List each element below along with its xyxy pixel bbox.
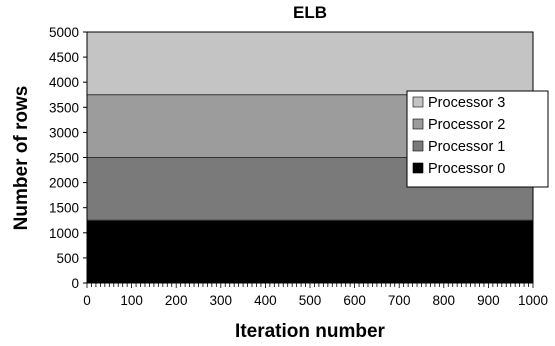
x-axis-title: Iteration number <box>235 321 386 342</box>
y-tick-label: 2500 <box>49 151 79 166</box>
legend-label-processor-1: Processor 1 <box>428 139 505 155</box>
legend-label-processor-0: Processor 0 <box>428 161 505 177</box>
legend-swatch-processor-1 <box>412 140 424 152</box>
x-tick-label: 500 <box>299 293 322 308</box>
y-axis-title: Number of rows <box>11 86 32 231</box>
x-tick-label: 0 <box>83 293 91 308</box>
legend-swatch-processor-0 <box>412 162 424 174</box>
x-axis: 0 100 200 300 400 500 600 700 800 900 1000 <box>83 283 548 308</box>
y-tick-label: 0 <box>71 276 79 291</box>
y-tick-label: 1500 <box>49 201 79 216</box>
x-tick-label: 300 <box>210 293 233 308</box>
legend-label-processor-2: Processor 2 <box>428 117 505 133</box>
y-tick-label: 1000 <box>49 226 79 241</box>
y-tick-label: 500 <box>56 251 79 266</box>
legend-swatch-processor-2 <box>412 118 424 130</box>
x-tick-label: 1000 <box>518 293 548 308</box>
chart-title: ELB <box>293 3 327 22</box>
y-tick-label: 3000 <box>49 125 79 140</box>
x-tick-label: 900 <box>477 293 500 308</box>
y-tick-label: 5000 <box>49 25 79 40</box>
x-tick-label: 200 <box>165 293 188 308</box>
area-processor-3 <box>87 32 533 95</box>
x-tick-label: 100 <box>120 293 143 308</box>
x-tick-label: 800 <box>433 293 456 308</box>
y-tick-label: 3500 <box>49 100 79 115</box>
legend-swatch-processor-3 <box>412 96 424 108</box>
x-tick-label: 700 <box>388 293 411 308</box>
y-axis: 0 500 1000 1500 2000 2500 3000 3500 4000 4500 5000 <box>49 25 87 291</box>
legend: Processor 3 Processor 2 Processor 1 Process… <box>406 90 549 188</box>
legend-box <box>406 90 549 188</box>
area-processor-0 <box>87 220 533 283</box>
y-tick-label: 4000 <box>49 75 79 90</box>
x-tick-label: 600 <box>343 293 366 308</box>
y-tick-label: 4500 <box>49 50 79 65</box>
y-tick-label: 2000 <box>49 176 79 191</box>
legend-label-processor-3: Processor 3 <box>428 95 505 111</box>
x-tick-label: 400 <box>254 293 277 308</box>
